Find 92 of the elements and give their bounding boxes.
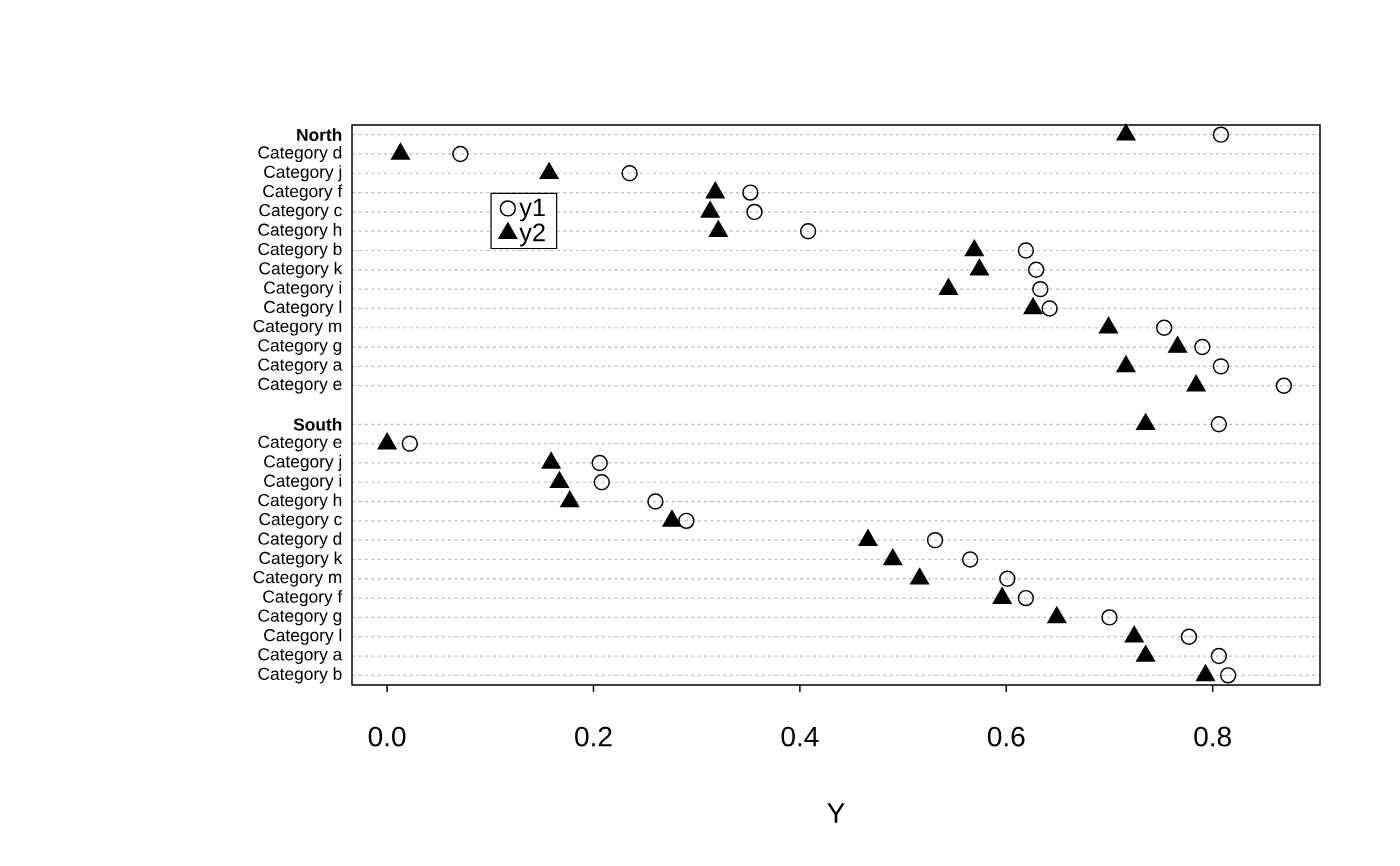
point bbox=[1041, 300, 1058, 317]
point bbox=[1032, 280, 1049, 298]
point bbox=[1194, 338, 1211, 356]
y-tick-label: Category h bbox=[258, 493, 342, 510]
x-tick-label: 0.0 bbox=[368, 726, 406, 747]
point bbox=[1023, 297, 1043, 315]
y-tick-label: Category c bbox=[259, 204, 342, 220]
point bbox=[377, 432, 397, 450]
point bbox=[1186, 374, 1206, 392]
point bbox=[1180, 628, 1198, 645]
y-tick-label: Category b bbox=[258, 242, 342, 259]
y-tick-label: Category k bbox=[259, 551, 343, 568]
x-tick-label: 0.8 bbox=[1194, 726, 1231, 747]
point bbox=[961, 551, 979, 568]
point bbox=[742, 184, 759, 201]
point bbox=[1136, 413, 1156, 431]
y-tick-label: Category i bbox=[264, 281, 342, 298]
point bbox=[1017, 589, 1035, 607]
point bbox=[1098, 316, 1118, 334]
point bbox=[910, 567, 930, 585]
point bbox=[799, 222, 817, 240]
point bbox=[1275, 377, 1293, 394]
point bbox=[1155, 319, 1173, 336]
point bbox=[926, 531, 944, 549]
y-tick-label: Category m bbox=[253, 319, 342, 336]
x-tick-label: 0.6 bbox=[987, 726, 1025, 747]
x-tick-label: 0.2 bbox=[575, 726, 612, 747]
point bbox=[1212, 358, 1230, 375]
y-tick-label: Category e bbox=[258, 377, 342, 394]
y-tick-label: Category j bbox=[264, 454, 342, 472]
point bbox=[999, 570, 1016, 587]
point bbox=[1219, 667, 1237, 684]
point bbox=[549, 471, 569, 489]
point bbox=[1101, 609, 1118, 626]
point bbox=[1028, 261, 1045, 279]
point bbox=[1116, 123, 1136, 141]
point bbox=[1210, 416, 1228, 433]
point bbox=[678, 512, 695, 530]
point bbox=[1047, 606, 1067, 624]
point bbox=[858, 529, 878, 546]
legend-label: y2 bbox=[519, 223, 545, 247]
point bbox=[700, 201, 720, 218]
point bbox=[992, 587, 1012, 604]
y-tick-label: Category d bbox=[258, 532, 342, 549]
y-tick-label: Category i bbox=[264, 474, 342, 491]
point bbox=[539, 162, 559, 180]
y-tick-label: Category h bbox=[258, 223, 342, 240]
point bbox=[1168, 336, 1188, 353]
y-tick-label: Category l bbox=[264, 628, 342, 645]
point bbox=[964, 239, 984, 257]
y-tick-label: Category f bbox=[263, 590, 343, 607]
y-tick-label: Category j bbox=[264, 165, 342, 182]
point bbox=[647, 493, 664, 510]
point bbox=[708, 220, 728, 238]
point bbox=[1210, 647, 1228, 665]
point bbox=[1212, 126, 1230, 143]
y-tick-label: Category a bbox=[258, 358, 343, 375]
point bbox=[541, 452, 561, 469]
y-tick-label: Category l bbox=[264, 300, 342, 317]
point bbox=[705, 181, 725, 199]
point bbox=[401, 435, 418, 452]
y-tick-label: Category g bbox=[258, 339, 342, 355]
legend-label: y1 bbox=[519, 198, 545, 222]
point bbox=[1195, 664, 1215, 682]
point bbox=[621, 165, 638, 182]
y-tick-label: South bbox=[293, 417, 342, 431]
y-tick-label: Category f bbox=[263, 184, 343, 201]
point bbox=[593, 474, 610, 491]
point bbox=[746, 203, 763, 221]
y-tick-label: North bbox=[297, 128, 342, 142]
point bbox=[1017, 242, 1035, 259]
x-axis-title: Y bbox=[827, 803, 845, 823]
point bbox=[452, 145, 469, 163]
y-tick-label: Category a bbox=[258, 648, 343, 664]
y-tick-label: Category d bbox=[258, 145, 342, 163]
point bbox=[560, 490, 580, 508]
point bbox=[1136, 645, 1156, 662]
y-tick-label: Category g bbox=[258, 609, 342, 626]
point bbox=[883, 548, 903, 566]
y-tick-label: Category c bbox=[259, 513, 342, 529]
y-tick-label: Category b bbox=[258, 667, 342, 684]
y-tick-label: Category e bbox=[258, 435, 342, 452]
point bbox=[390, 143, 411, 160]
y-tick-label: Category m bbox=[253, 570, 342, 587]
y-tick-label: Category k bbox=[259, 261, 343, 278]
point bbox=[591, 454, 608, 472]
point bbox=[938, 278, 959, 295]
point bbox=[662, 509, 682, 527]
point bbox=[969, 258, 989, 276]
x-tick-label: 0.4 bbox=[781, 726, 819, 747]
point bbox=[1124, 625, 1144, 643]
point bbox=[1116, 355, 1136, 373]
